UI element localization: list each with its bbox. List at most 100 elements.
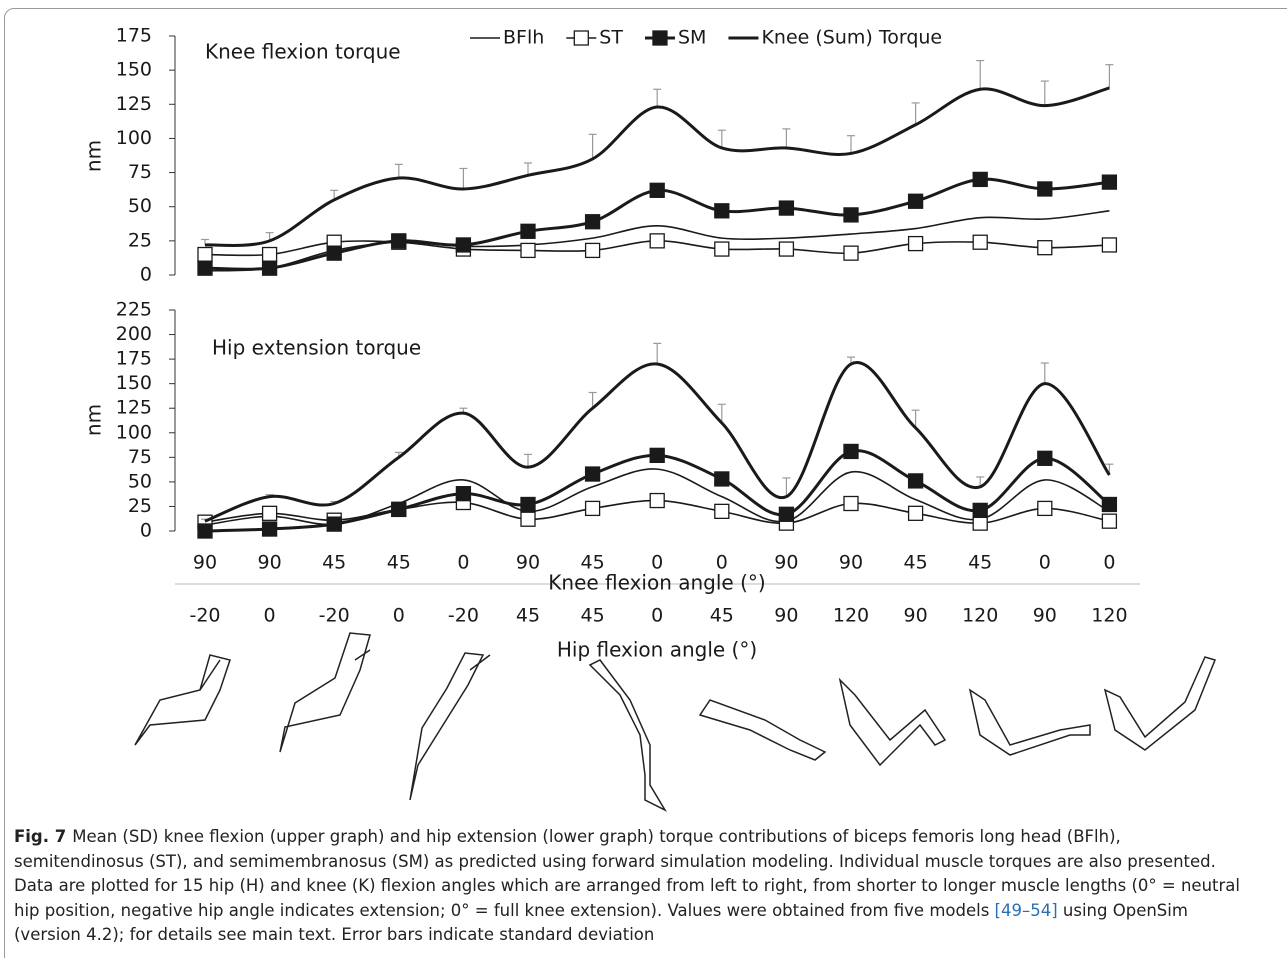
marker xyxy=(584,466,601,482)
series-line xyxy=(204,360,1111,523)
marker xyxy=(1101,174,1118,190)
caption-text: hip position, negative hip angle indicat… xyxy=(14,900,995,920)
marker xyxy=(1101,513,1118,529)
marker xyxy=(1037,500,1053,517)
y-tick-label: 225 xyxy=(116,299,152,321)
marker xyxy=(907,505,924,521)
marker xyxy=(714,503,730,520)
series-line xyxy=(204,86,1110,247)
marker xyxy=(843,207,859,223)
marker xyxy=(326,245,342,261)
x-tick-label: 90 xyxy=(774,552,798,574)
marker xyxy=(584,242,601,259)
marker xyxy=(972,171,988,188)
caption-text: using OpenSim xyxy=(1057,900,1188,920)
y-tick-label: 25 xyxy=(128,495,152,517)
marker xyxy=(649,492,665,509)
x-tick-label: 0 xyxy=(716,552,728,574)
citation: [49–54] xyxy=(994,900,1058,920)
x-tick-label: 0 xyxy=(1103,552,1115,574)
marker xyxy=(261,246,278,263)
marker xyxy=(455,237,472,253)
x-tick-label: 0 xyxy=(1039,552,1051,574)
marker xyxy=(261,505,278,521)
marker xyxy=(520,223,536,239)
marker xyxy=(649,447,665,464)
marker xyxy=(1037,240,1053,256)
x-tick-label: 90 xyxy=(839,552,863,574)
y-tick-label: 175 xyxy=(116,348,152,370)
y-tick-label: 200 xyxy=(116,323,152,345)
x-tick-label: 120 xyxy=(962,605,998,627)
x-tick-label: 45 xyxy=(581,605,605,627)
y-axis-label: nm xyxy=(82,404,106,436)
marker xyxy=(843,495,859,512)
marker xyxy=(520,242,536,259)
series-line xyxy=(204,210,1110,272)
marker xyxy=(714,203,730,219)
marker xyxy=(584,500,601,517)
marker xyxy=(573,30,589,46)
x-tick-label: 0 xyxy=(457,552,469,574)
caption-text: (version 4.2); for details see main text… xyxy=(14,925,655,944)
x-tick-label: 45 xyxy=(710,605,734,627)
caption-line: hip position, negative hip angle indicat… xyxy=(14,899,1279,924)
x-tick-label: 120 xyxy=(833,605,869,627)
caption-line: (version 4.2); for details see main text… xyxy=(14,923,1279,948)
y-tick-label: 25 xyxy=(128,229,152,251)
series-line xyxy=(204,449,1111,533)
marker xyxy=(1037,450,1053,466)
marker xyxy=(520,496,536,513)
y-tick-label: 125 xyxy=(116,397,152,419)
y-tick-label: 0 xyxy=(140,520,152,542)
legend-label: SM xyxy=(678,27,706,49)
y-tick-label: 100 xyxy=(116,421,152,443)
x-tick-label: 45 xyxy=(904,552,928,574)
marker xyxy=(907,235,924,252)
x-tick-label: 90 xyxy=(1033,605,1057,627)
y-tick-label: 100 xyxy=(116,127,152,149)
marker xyxy=(261,260,278,276)
x-axis-title: Hip flexion angle (°) xyxy=(557,638,757,662)
marker xyxy=(326,516,342,532)
marker xyxy=(778,241,795,257)
marker xyxy=(778,506,795,522)
x-tick-label: -20 xyxy=(319,605,350,627)
marker xyxy=(1101,237,1118,253)
x-tick-label: 45 xyxy=(516,605,540,627)
y-tick-label: 150 xyxy=(116,59,152,81)
x-tick-label: 0 xyxy=(651,605,663,627)
marker xyxy=(1101,496,1118,513)
caption-text: semitendinosus (ST), and semimembranosus… xyxy=(14,851,1216,871)
marker xyxy=(197,260,213,276)
marker xyxy=(520,511,536,527)
x-tick-label: -20 xyxy=(448,605,479,627)
y-tick-label: 50 xyxy=(128,195,152,217)
x-tick-label: 90 xyxy=(774,605,798,627)
chart: Knee flexion torque Hip extension torque… xyxy=(82,25,1217,812)
x-tick-label: 90 xyxy=(516,552,540,574)
x-tick-label: 0 xyxy=(393,605,405,627)
x-tick-label: 90 xyxy=(904,605,928,627)
x-tick-label: -20 xyxy=(189,605,220,627)
caption-text: Data are plotted for 15 hip (H) and knee… xyxy=(14,876,1240,895)
leg-illustrations xyxy=(134,632,1217,812)
x-tick-label: 120 xyxy=(1091,605,1127,627)
legend-label: Knee (Sum) Torque xyxy=(761,27,942,49)
marker xyxy=(1037,181,1053,197)
marker xyxy=(584,214,601,230)
legend-label: ST xyxy=(599,27,623,49)
y-axis-label: nm xyxy=(82,140,106,172)
x-tick-label: 0 xyxy=(264,605,276,627)
marker xyxy=(261,521,278,537)
chart-title: Knee flexion torque xyxy=(205,40,401,64)
x-tick-label: 45 xyxy=(968,552,992,574)
x-tick-label: 90 xyxy=(193,552,217,574)
caption: Fig. 7 Mean (SD) knee flexion (upper grap… xyxy=(14,825,1279,948)
legend-label: BFlh xyxy=(503,27,544,49)
marker xyxy=(649,182,665,198)
marker xyxy=(843,245,859,261)
marker xyxy=(972,515,988,531)
marker xyxy=(843,443,859,460)
caption-text: Mean (SD) knee flexion (upper graph) and… xyxy=(72,827,1121,846)
